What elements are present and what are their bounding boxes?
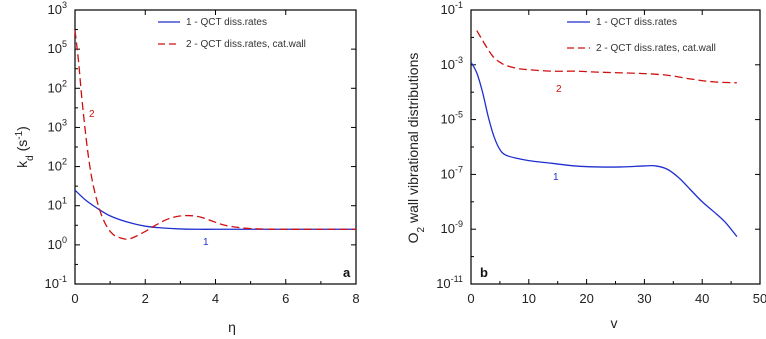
x-tick-label: 2 <box>142 291 149 306</box>
y-tick-label: 100 <box>48 235 67 252</box>
y-tick-labels-a: 10-1 100 101 102 103 102 105 103 <box>45 0 67 291</box>
y-tick-labels-b: 10-11 10-9 10-7 10-5 10-3 10-1 <box>436 0 463 291</box>
panel-a: 10-1 100 101 102 103 102 105 103 0 2 4 6 8 1 - QCT … <box>14 0 360 335</box>
series-group-b <box>470 30 738 238</box>
y-tick-label: 10-5 <box>441 110 463 127</box>
x-tick-label: 10 <box>522 291 536 306</box>
x-axis-label-b: v <box>611 315 618 331</box>
y-tick-label: 103 <box>48 0 67 17</box>
x-tick-labels-b: 0 10 20 30 40 50 <box>467 291 766 306</box>
legend-label-2-b: 2 - QCT diss.rates, cat.wall <box>596 43 716 54</box>
x-tick-label: 8 <box>352 291 359 306</box>
series-line-2 <box>74 30 356 240</box>
x-tick-label: 6 <box>282 291 289 306</box>
y-tick-label: 102 <box>48 157 67 174</box>
series-group-a <box>74 30 356 240</box>
y-tick-label: 10-11 <box>436 274 463 291</box>
curve-label-1-a: 1 <box>203 237 209 248</box>
y-tick-label: 10-7 <box>441 164 463 181</box>
legend-a: 1 - QCT diss.rates 2 - QCT diss.rates, c… <box>158 17 306 50</box>
y-tick-label: 10-1 <box>45 274 67 291</box>
y-axis-label-a: kd (s-1) <box>14 126 36 168</box>
panel-b: 10-11 10-9 10-7 10-5 10-3 10-1 0 10 20 30 40 50 1 … <box>405 0 766 331</box>
y-axis-label-b: O2 wall vibrational distributions <box>405 53 427 244</box>
y-tick-label: 103 <box>48 117 67 134</box>
x-tick-label: 40 <box>695 291 709 306</box>
y-tick-label: 10-3 <box>441 55 463 72</box>
curve-label-2-a: 2 <box>89 109 95 120</box>
y-tick-label: 101 <box>48 196 67 213</box>
y-tick-label: 10-9 <box>441 219 463 236</box>
legend-label-1-b: 1 - QCT diss.rates <box>596 17 677 28</box>
series-line-2 <box>476 30 737 84</box>
x-tick-label: 0 <box>71 291 78 306</box>
series-line-1 <box>470 61 738 238</box>
legend-b: 1 - QCT diss.rates 2 - QCT diss.rates, c… <box>567 17 716 54</box>
y-tick-label: 105 <box>48 39 67 56</box>
panel-label-b: b <box>480 265 488 280</box>
legend-label-1-a: 1 - QCT diss.rates <box>186 17 267 28</box>
tick-marks-a <box>74 9 357 285</box>
x-axis-label-a: η <box>228 319 236 335</box>
tick-marks-b <box>470 9 761 285</box>
x-tick-label: 30 <box>637 291 651 306</box>
plot-frame-a <box>74 9 357 285</box>
y-tick-label: 10-1 <box>441 0 463 17</box>
panel-label-a: a <box>343 265 351 280</box>
curve-label-2-b: 2 <box>556 84 562 95</box>
curve-label-1-b: 1 <box>553 172 559 183</box>
series-line-1 <box>74 189 356 230</box>
x-tick-label: 4 <box>212 291 219 306</box>
y-tick-label: 102 <box>48 78 67 95</box>
x-tick-label: 20 <box>579 291 593 306</box>
x-tick-label: 0 <box>467 291 474 306</box>
x-tick-label: 50 <box>753 291 766 306</box>
legend-label-2-a: 2 - QCT diss.rates, cat.wall <box>186 39 306 50</box>
x-tick-labels-a: 0 2 4 6 8 <box>71 291 359 306</box>
